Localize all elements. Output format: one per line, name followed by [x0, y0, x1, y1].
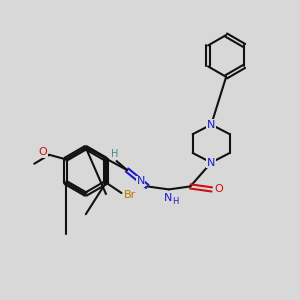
Text: H: H — [172, 197, 178, 206]
Text: H: H — [111, 149, 119, 160]
Text: N: N — [207, 120, 215, 130]
Text: N: N — [207, 158, 215, 167]
Text: O: O — [38, 147, 47, 158]
Text: N: N — [164, 193, 172, 203]
Text: N: N — [136, 176, 145, 186]
Text: Br: Br — [124, 190, 136, 200]
Text: O: O — [214, 184, 223, 194]
